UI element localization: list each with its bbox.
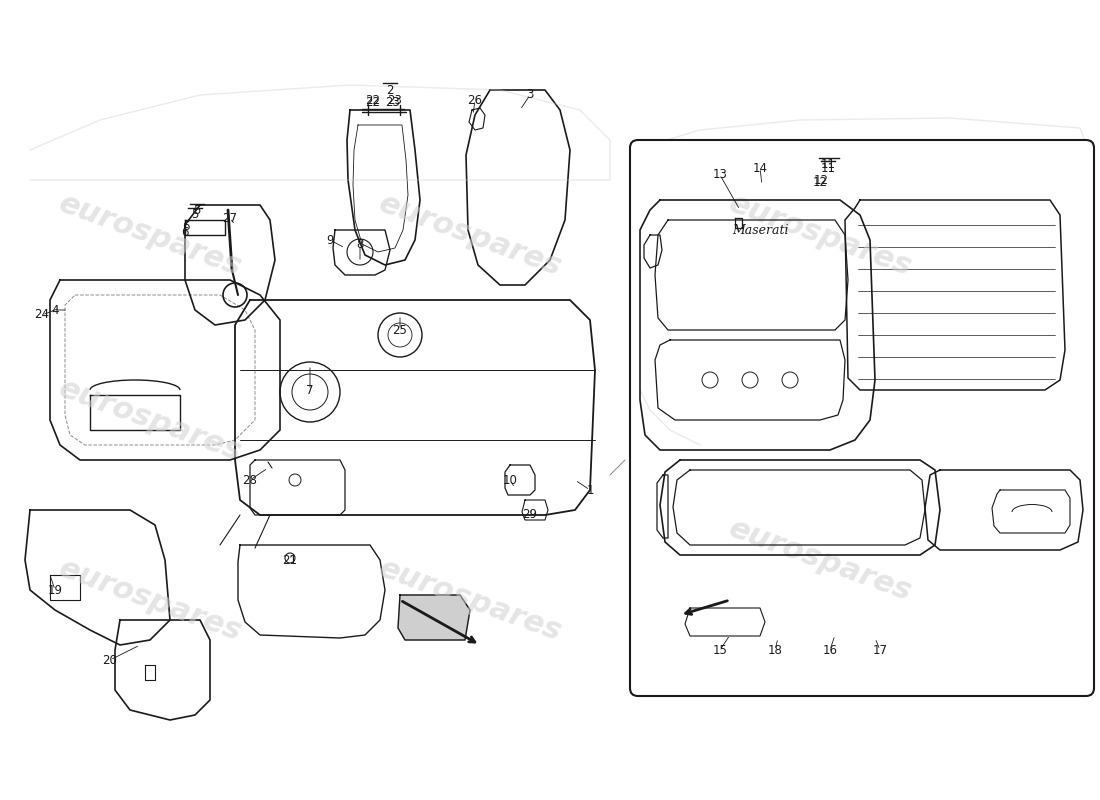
Text: 15: 15 <box>713 643 727 657</box>
Text: 5: 5 <box>194 203 200 217</box>
Text: 23: 23 <box>387 94 403 106</box>
Text: 11: 11 <box>821 158 836 171</box>
Text: eurospares: eurospares <box>725 514 915 606</box>
Text: eurospares: eurospares <box>725 189 915 282</box>
Text: 29: 29 <box>522 509 538 522</box>
Text: eurospares: eurospares <box>374 189 565 282</box>
Text: 11: 11 <box>821 162 836 174</box>
Text: 28: 28 <box>243 474 257 486</box>
Text: 12: 12 <box>814 174 828 186</box>
Text: 6: 6 <box>183 219 189 233</box>
Polygon shape <box>398 595 470 640</box>
Text: 22: 22 <box>365 94 381 106</box>
Polygon shape <box>685 608 764 636</box>
Text: eurospares: eurospares <box>374 554 565 646</box>
Text: 14: 14 <box>752 162 768 174</box>
Text: 4: 4 <box>52 303 58 317</box>
Text: 23: 23 <box>386 95 400 109</box>
Text: 22: 22 <box>365 95 381 109</box>
Text: 13: 13 <box>713 169 727 182</box>
Text: 8: 8 <box>356 238 364 251</box>
Text: Maserati: Maserati <box>732 223 789 237</box>
Text: 19: 19 <box>47 583 63 597</box>
FancyBboxPatch shape <box>630 140 1094 696</box>
Text: 12: 12 <box>813 175 827 189</box>
Text: 20: 20 <box>102 654 118 666</box>
Text: 2: 2 <box>386 83 394 97</box>
Text: 24: 24 <box>34 309 50 322</box>
Text: 7: 7 <box>306 383 313 397</box>
Text: 26: 26 <box>468 94 483 106</box>
Text: 1: 1 <box>586 483 594 497</box>
Text: eurospares: eurospares <box>55 189 245 282</box>
Text: 18: 18 <box>768 643 782 657</box>
Text: 10: 10 <box>503 474 517 486</box>
Text: 3: 3 <box>526 89 534 102</box>
Text: 16: 16 <box>823 643 837 657</box>
Text: 6: 6 <box>182 226 189 238</box>
Text: 21: 21 <box>283 554 297 566</box>
Text: 17: 17 <box>872 643 888 657</box>
Text: 27: 27 <box>222 211 238 225</box>
Text: eurospares: eurospares <box>55 374 245 466</box>
Text: eurospares: eurospares <box>55 554 245 646</box>
Text: 5: 5 <box>191 209 199 222</box>
Text: 9: 9 <box>327 234 333 246</box>
Text: 25: 25 <box>393 323 407 337</box>
